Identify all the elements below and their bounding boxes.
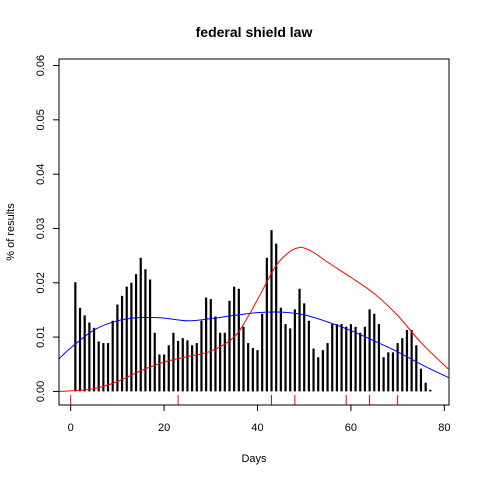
x-tick-label: 40 [251, 422, 263, 434]
y-tick-label: 0.03 [35, 218, 47, 239]
x-tick-label: 20 [158, 422, 170, 434]
chart-title: federal shield law [196, 24, 313, 40]
x-tick-label: 80 [438, 422, 450, 434]
x-tick-label: 0 [68, 422, 74, 434]
y-tick-label: 0.05 [35, 109, 47, 130]
series-line-0 [58, 311, 450, 379]
y-tick-label: 0.02 [35, 272, 47, 293]
y-tick-label: 0.04 [35, 163, 47, 184]
y-axis: 0.00 0.01 0.02 0.03 0.04 0.05 0.06 [35, 55, 60, 402]
lines-group [58, 246, 450, 392]
bars-group [74, 230, 432, 392]
y-tick-label: 0.01 [35, 326, 47, 347]
rug-group [70, 395, 399, 405]
x-axis: 0 20 40 60 80 [68, 404, 450, 434]
y-axis-label: % of results [5, 203, 17, 261]
x-axis-label: Days [241, 453, 267, 465]
series-line-1 [58, 246, 450, 392]
x-tick-label: 60 [345, 422, 357, 434]
y-tick-label: 0.06 [35, 55, 47, 76]
y-tick-label: 0.00 [35, 381, 47, 402]
